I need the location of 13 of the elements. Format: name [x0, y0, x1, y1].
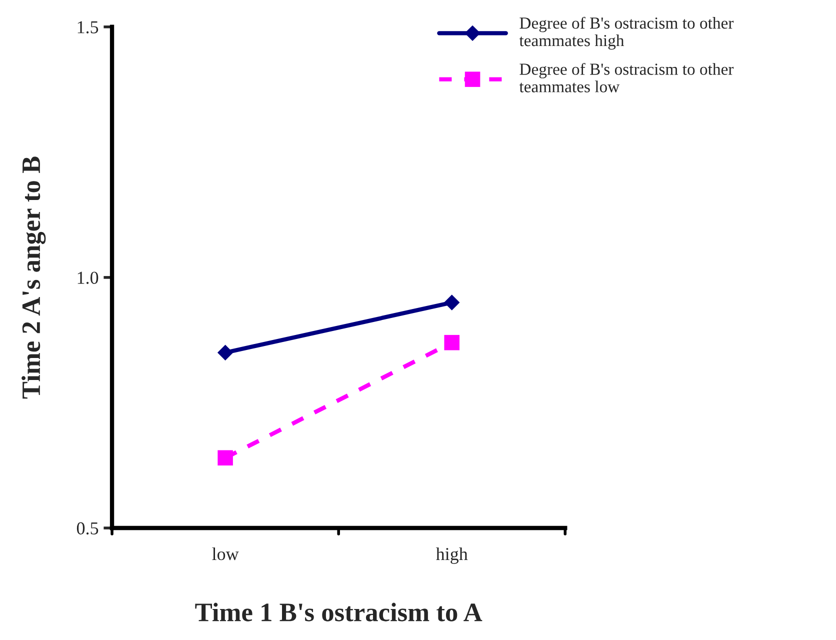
y-axis-title: Time 2 A's anger to B: [22, 156, 46, 399]
x-tick-label: low: [212, 547, 239, 560]
point: [217, 344, 234, 360]
legend-label: Degree of B's ostracism to other teammates high: [519, 16, 734, 50]
point: [444, 334, 460, 350]
point: [444, 294, 460, 310]
y-tick-label: 0.5: [76, 522, 98, 535]
point: [218, 450, 233, 466]
y-tick-label: 1.0: [78, 272, 98, 284]
x-axis-title: Time 1 B's ostracism to A: [195, 602, 482, 622]
x-tick-label: high: [436, 547, 468, 564]
legend-label: Degree of B's ostracism to other teammates low: [519, 62, 734, 92]
y-tick-label: 1.5: [78, 21, 98, 34]
